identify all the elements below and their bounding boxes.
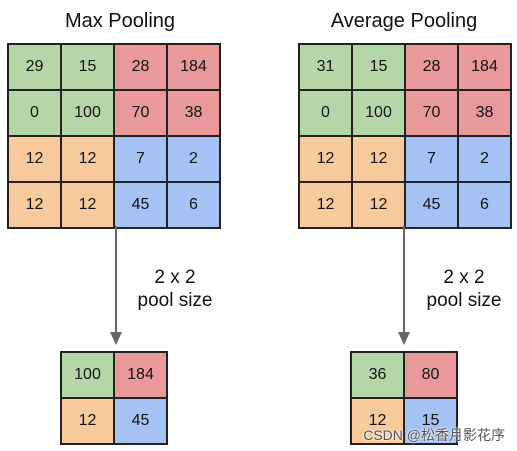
- max-pooling-panel: Max Pooling 29 15 28 184 0 100 70 38 12 …: [0, 0, 240, 451]
- input-cell: 184: [168, 45, 219, 89]
- input-cell: 45: [406, 183, 457, 227]
- input-cell: 100: [353, 91, 404, 135]
- input-cell: 12: [62, 137, 113, 181]
- output-cell: 184: [115, 353, 166, 397]
- max-pooling-pool-size-label: 2 x 2 pool size: [125, 266, 225, 312]
- average-pooling-title: Average Pooling: [330, 10, 478, 32]
- average-pooling-arrow: [398, 226, 410, 345]
- average-pooling-panel: Average Pooling 31 15 28 184 0 100 70 38…: [284, 0, 517, 451]
- input-cell: 70: [115, 91, 166, 135]
- pool-size-text: pool size: [137, 290, 213, 311]
- output-cell: 36: [352, 353, 403, 397]
- output-cell: 80: [405, 353, 456, 397]
- input-cell: 45: [115, 183, 166, 227]
- output-cell: 100: [62, 353, 113, 397]
- input-cell: 12: [62, 183, 113, 227]
- output-cell: 12: [62, 399, 113, 443]
- output-cell: 45: [115, 399, 166, 443]
- max-pooling-input-grid: 29 15 28 184 0 100 70 38 12 12 7 2 12 12…: [7, 43, 221, 229]
- input-cell: 0: [9, 91, 60, 135]
- average-pooling-pool-size-label: 2 x 2 pool size: [414, 266, 514, 312]
- input-cell: 38: [168, 91, 219, 135]
- input-cell: 15: [62, 45, 113, 89]
- input-cell: 12: [300, 137, 351, 181]
- watermark-text: CSDN @松香月影花序: [363, 427, 505, 443]
- pool-size-dims: 2 x 2: [154, 267, 196, 288]
- input-cell: 100: [62, 91, 113, 135]
- input-cell: 6: [168, 183, 219, 227]
- input-cell: 29: [9, 45, 60, 89]
- input-cell: 7: [406, 137, 457, 181]
- pool-size-dims: 2 x 2: [443, 267, 485, 288]
- input-cell: 12: [9, 183, 60, 227]
- output-cell: 15: [405, 399, 456, 443]
- input-cell: 12: [353, 183, 404, 227]
- input-cell: 12: [353, 137, 404, 181]
- input-cell: 184: [459, 45, 510, 89]
- max-pooling-output-grid: 100 184 12 45: [60, 351, 168, 445]
- output-cell: 12: [352, 399, 403, 443]
- input-cell: 2: [168, 137, 219, 181]
- average-pooling-input-grid: 31 15 28 184 0 100 70 38 12 12 7 2 12 12…: [298, 43, 512, 229]
- input-cell: 0: [300, 91, 351, 135]
- input-cell: 6: [459, 183, 510, 227]
- input-cell: 2: [459, 137, 510, 181]
- max-pooling-title: Max Pooling: [64, 10, 176, 32]
- average-pooling-output-grid: 36 80 12 15: [350, 351, 458, 445]
- max-pooling-arrow: [110, 226, 122, 345]
- input-cell: 38: [459, 91, 510, 135]
- input-cell: 31: [300, 45, 351, 89]
- input-cell: 15: [353, 45, 404, 89]
- input-cell: 12: [300, 183, 351, 227]
- input-cell: 70: [406, 91, 457, 135]
- input-cell: 7: [115, 137, 166, 181]
- input-cell: 28: [406, 45, 457, 89]
- input-cell: 28: [115, 45, 166, 89]
- pool-size-text: pool size: [426, 290, 502, 311]
- input-cell: 12: [9, 137, 60, 181]
